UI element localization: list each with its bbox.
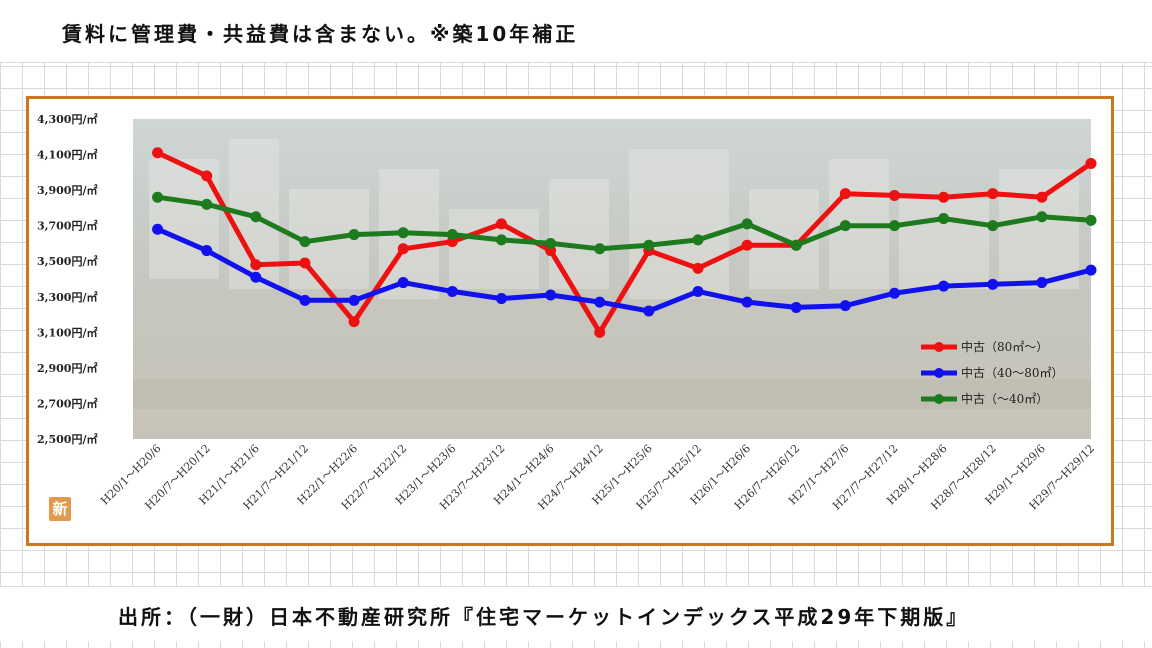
data-point: [692, 285, 704, 297]
data-point: [1036, 191, 1048, 203]
data-point: [446, 229, 458, 241]
data-point: [987, 188, 999, 200]
data-point: [643, 305, 655, 317]
line-chart: 4,300円/㎡ 4,100円/㎡ 3,900円/㎡ 3,700円/㎡ 3,500円/㎡…: [37, 112, 1097, 512]
y-tick-label: 2,500円/㎡: [37, 432, 97, 446]
data-point: [692, 262, 704, 274]
data-point: [299, 236, 311, 248]
data-point: [839, 220, 851, 232]
series-line: [157, 194, 1092, 252]
data-point: [888, 189, 900, 201]
header-note: 賃料に管理費・共益費は含まない。※築10年補正: [62, 22, 579, 46]
series-2: [152, 191, 1097, 255]
data-point: [495, 218, 507, 230]
data-point: [888, 220, 900, 232]
data-point: [250, 211, 262, 223]
data-point: [201, 245, 213, 257]
data-point: [152, 191, 164, 203]
data-point: [594, 243, 606, 255]
data-point: [1085, 214, 1097, 226]
legend-swatch-marker: [934, 342, 944, 352]
data-point: [495, 293, 507, 305]
series-line: [156, 226, 1092, 314]
background-building: [629, 149, 729, 299]
background-building: [449, 209, 539, 289]
new-badge: 新: [49, 497, 71, 521]
header-note-bar: 賃料に管理費・共益費は含まない。※築10年補正: [0, 0, 1152, 63]
data-point: [938, 191, 950, 203]
y-tick-label: 2,700円/㎡: [37, 396, 97, 410]
y-tick-label: 3,100円/㎡: [37, 325, 97, 339]
background-road: [133, 379, 1091, 409]
data-point: [643, 239, 655, 251]
x-axis: H20/1～H20/6H20/7～H20/12H21/1～H21/6H21/7～…: [98, 442, 1097, 512]
data-point: [987, 278, 999, 290]
data-point: [692, 234, 704, 246]
y-axis: 4,300円/㎡ 4,100円/㎡ 3,900円/㎡ 3,700円/㎡ 3,500円/㎡…: [37, 112, 97, 446]
data-point: [839, 300, 851, 312]
legend-label: 中古（～40㎡）: [961, 391, 1048, 406]
data-point: [250, 259, 262, 271]
legend-swatch-marker: [934, 368, 944, 378]
chart-frame: 4,300円/㎡ 4,100円/㎡ 3,900円/㎡ 3,700円/㎡ 3,500円/㎡…: [26, 96, 1114, 546]
data-point: [741, 239, 753, 251]
data-point: [1036, 277, 1048, 289]
data-point: [938, 280, 950, 292]
legend-swatch-marker: [934, 394, 944, 404]
data-point: [348, 316, 360, 328]
data-point: [201, 198, 213, 210]
data-point: [594, 326, 606, 338]
data-point: [152, 223, 164, 235]
y-tick-label: 3,900円/㎡: [37, 183, 97, 197]
legend-label: 中古（80㎡～）: [961, 339, 1048, 354]
y-tick-label: 3,700円/㎡: [37, 219, 97, 233]
data-point: [1036, 211, 1048, 223]
data-point: [741, 218, 753, 230]
series-layer: [152, 147, 1097, 338]
y-tick-label: 3,500円/㎡: [37, 254, 97, 268]
y-tick-label: 2,900円/㎡: [37, 361, 97, 375]
data-point: [545, 289, 557, 301]
data-point: [299, 257, 311, 269]
data-point: [495, 234, 507, 246]
data-point: [348, 229, 360, 241]
y-tick-label: 4,300円/㎡: [37, 112, 97, 126]
y-tick-label: 3,300円/㎡: [37, 290, 97, 304]
data-point: [987, 220, 999, 232]
background-building: [549, 179, 609, 289]
data-point: [348, 294, 360, 306]
data-point: [299, 294, 311, 306]
data-point: [888, 287, 900, 299]
data-point: [397, 277, 409, 289]
y-tick-label: 4,100円/㎡: [37, 148, 97, 162]
data-point: [938, 213, 950, 225]
plot-background: [133, 119, 1091, 439]
background-building: [899, 199, 989, 289]
data-point: [545, 237, 557, 249]
series-line: [156, 150, 1093, 335]
data-point: [446, 285, 458, 297]
legend-label: 中古（40～80㎡）: [961, 365, 1064, 380]
data-point: [741, 296, 753, 308]
data-point: [397, 243, 409, 255]
data-point: [1085, 157, 1097, 169]
data-point: [250, 271, 262, 283]
background-building: [999, 169, 1079, 289]
data-point: [790, 239, 802, 251]
data-point: [594, 296, 606, 308]
legend: 中古（80㎡～） 中古（40～80㎡） 中古（～40㎡）: [921, 339, 1064, 406]
data-point: [397, 227, 409, 239]
source-note-bar: 出所：（一財）日本不動産研究所『住宅マーケットインデックス平成29年下期版』: [0, 586, 1152, 641]
data-point: [790, 301, 802, 313]
series-1: [152, 223, 1097, 317]
source-note: 出所：（一財）日本不動産研究所『住宅マーケットインデックス平成29年下期版』: [118, 605, 970, 629]
data-point: [152, 147, 164, 159]
data-point: [1085, 264, 1097, 276]
data-point: [201, 170, 213, 182]
data-point: [839, 188, 851, 200]
